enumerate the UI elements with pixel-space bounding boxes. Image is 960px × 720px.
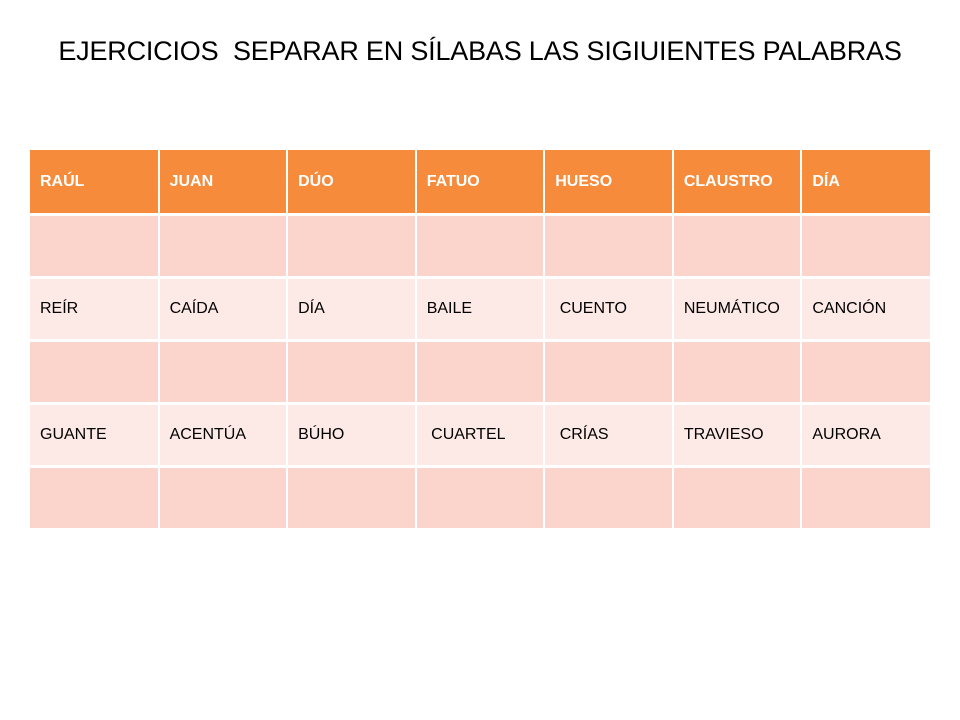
- answer-cell: [800, 339, 930, 404]
- answer-cell: [30, 213, 160, 278]
- answer-cell: [671, 465, 803, 528]
- word-cell: CRÍAS: [543, 402, 674, 467]
- answer-cell: [30, 465, 160, 528]
- word-cell: CUARTEL: [414, 402, 546, 467]
- word-cell: BÚHO: [286, 402, 417, 467]
- word-cell: AURORA: [800, 402, 930, 467]
- word-cell: TRAVIESO: [671, 402, 803, 467]
- answer-cell: [157, 465, 289, 528]
- answer-cell: [157, 213, 289, 278]
- word-cell: CANCIÓN: [800, 276, 930, 341]
- answer-cell: [414, 213, 546, 278]
- answer-cell: [30, 339, 160, 404]
- answer-cell: [543, 213, 674, 278]
- word-cell: ACENTÚA: [157, 402, 289, 467]
- syllable-exercise-table: RAÚL JUAN DÚO FATUO HUESO CLAUSTRO DÍA R…: [30, 150, 930, 528]
- answer-cell: [286, 339, 417, 404]
- word-row: REÍR CAÍDA DÍA BAILE CUENTO NEUMÁTICO CA…: [30, 276, 930, 341]
- word-cell: DÍA: [286, 276, 417, 341]
- word-cell: GUANTE: [30, 402, 160, 467]
- word-cell: CAÍDA: [157, 276, 289, 341]
- answer-cell: [671, 339, 803, 404]
- answer-cell: [157, 339, 289, 404]
- header-cell: DÚO: [286, 150, 417, 216]
- answer-row: [30, 213, 930, 278]
- header-cell: HUESO: [543, 150, 674, 216]
- header-cell: RAÚL: [30, 150, 160, 216]
- answer-cell: [671, 213, 803, 278]
- header-cell: CLAUSTRO: [671, 150, 803, 216]
- slide-title: EJERCICIOS SEPARAR EN SÍLABAS LAS SIGIUI…: [58, 36, 902, 66]
- header-cell: DÍA: [800, 150, 930, 216]
- word-cell: REÍR: [30, 276, 160, 341]
- answer-cell: [543, 339, 674, 404]
- header-cell: FATUO: [414, 150, 546, 216]
- word-cell: NEUMÁTICO: [671, 276, 803, 341]
- answer-cell: [800, 465, 930, 528]
- answer-cell: [414, 339, 546, 404]
- answer-cell: [800, 213, 930, 278]
- answer-row: [30, 465, 930, 528]
- word-cell: BAILE: [414, 276, 546, 341]
- word-cell: CUENTO: [543, 276, 674, 341]
- header-cell: JUAN: [157, 150, 289, 216]
- answer-cell: [286, 213, 417, 278]
- answer-row: [30, 339, 930, 404]
- answer-cell: [414, 465, 546, 528]
- answer-cell: [286, 465, 417, 528]
- word-row: GUANTE ACENTÚA BÚHO CUARTEL CRÍAS TRAVIE…: [30, 402, 930, 467]
- table-header-row: RAÚL JUAN DÚO FATUO HUESO CLAUSTRO DÍA: [30, 150, 930, 216]
- answer-cell: [543, 465, 674, 528]
